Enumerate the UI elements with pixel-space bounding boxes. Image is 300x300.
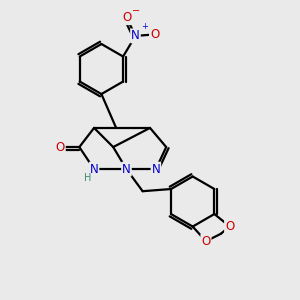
Text: O: O: [150, 28, 159, 41]
Text: −: −: [132, 6, 140, 16]
Text: O: O: [56, 141, 65, 154]
Text: N: N: [131, 29, 140, 42]
Text: O: O: [201, 235, 211, 248]
Text: H: H: [84, 173, 91, 183]
Text: N: N: [152, 163, 160, 176]
Text: +: +: [141, 22, 148, 32]
Text: N: N: [90, 163, 98, 176]
Text: O: O: [122, 11, 131, 24]
Text: N: N: [122, 163, 131, 176]
Text: O: O: [225, 220, 234, 233]
